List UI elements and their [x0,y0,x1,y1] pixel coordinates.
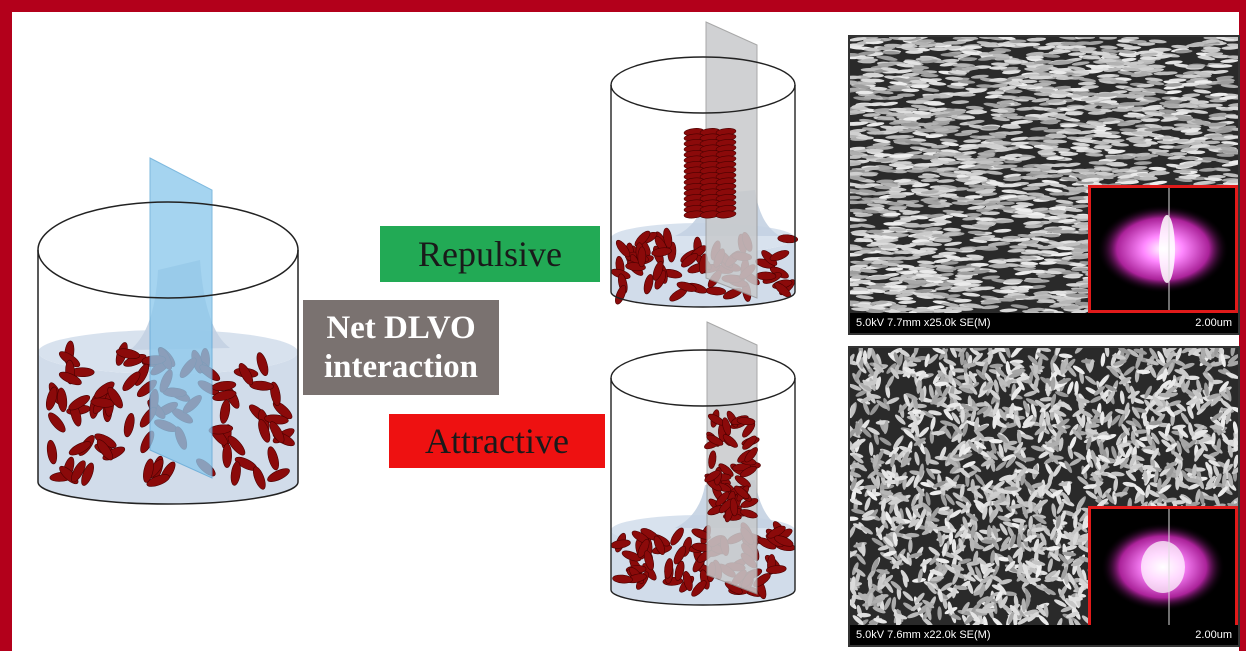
particle [755,271,777,281]
beaker-attractive [610,321,796,606]
attractive-label: Attractive [389,414,605,468]
substrate-blue [149,157,213,479]
particle [238,362,254,386]
frame-top [0,0,1246,12]
sem-scale: 2.00um [1195,317,1232,329]
particle [718,463,734,477]
fft-inset-attractive [1088,506,1238,629]
particle [219,399,231,424]
sem-info: 5.0kV 7.6mm x22.0k SE(M) [856,629,991,641]
particle [715,491,730,507]
particle [708,450,717,469]
frame-right [1239,0,1246,651]
particle [267,446,279,471]
aligned-film-repulsive [683,128,737,219]
fft-inset-repulsive [1088,185,1238,313]
particle [48,412,66,433]
particle [643,550,654,571]
particle [637,246,647,268]
particle [258,419,271,443]
sem-info-bar: 5.0kV 7.7mm x25.0k SE(M) 2.00um [850,313,1238,333]
particle [643,274,654,295]
particle [674,560,685,581]
particle [96,439,114,461]
particle [115,348,141,359]
particle [222,443,232,468]
particle [722,417,732,436]
particle [57,387,68,413]
particle [734,475,751,488]
beaker-repulsive [610,21,799,308]
sem-image-attractive: 5.0kV 7.6mm x22.0k SE(M) 2.00um [848,346,1240,647]
particle [143,458,154,483]
particle [68,441,92,456]
particle [230,461,241,486]
particle [769,250,790,262]
particle [653,535,666,555]
particle [742,435,757,450]
particle [676,281,697,292]
beaker-initial [37,157,299,505]
particle [682,571,693,592]
particle [744,447,758,463]
particle [729,497,738,517]
disordered-film-attractive [704,409,761,523]
particle [739,466,757,478]
particle [704,470,721,483]
particle [680,253,699,268]
particle [777,234,799,244]
sem-image-repulsive: 5.0kV 7.7mm x25.0k SE(M) 2.00um [848,35,1240,335]
particle [722,434,738,448]
sem-scale: 2.00um [1195,629,1232,641]
particle [227,435,246,456]
net-dlvo-label: Net DLVO interaction [303,300,499,395]
sem-info-bar: 5.0kV 7.6mm x22.0k SE(M) 2.00um [850,625,1238,645]
particle [673,545,687,565]
particle [615,285,627,305]
particle [122,371,141,392]
particle [670,527,684,546]
particle [107,386,123,409]
particle [621,550,642,562]
particle [68,395,91,411]
particle [612,574,633,584]
particle [45,386,58,411]
particle [734,485,750,499]
substrate-grey-attractive [706,321,758,595]
particle [615,239,631,258]
sem-info: 5.0kV 7.7mm x25.0k SE(M) [856,317,991,329]
particle [736,417,756,426]
particle [81,462,94,486]
particle [651,247,672,257]
particle [58,371,82,386]
particle [652,261,664,281]
frame-left [0,0,12,651]
repulsive-label: Repulsive [380,226,600,282]
particle [637,538,650,558]
particle [766,565,787,574]
particle [46,439,58,465]
particle [71,460,86,483]
particle [664,558,674,579]
particle [123,413,135,438]
particle [269,421,285,444]
particle [715,210,737,219]
particle [256,352,269,376]
particle [739,509,758,519]
particle [691,580,707,597]
particle [267,468,290,482]
particle [663,227,673,249]
particle [146,474,170,487]
particle [774,535,794,547]
particle [252,466,266,490]
particle [706,434,724,446]
